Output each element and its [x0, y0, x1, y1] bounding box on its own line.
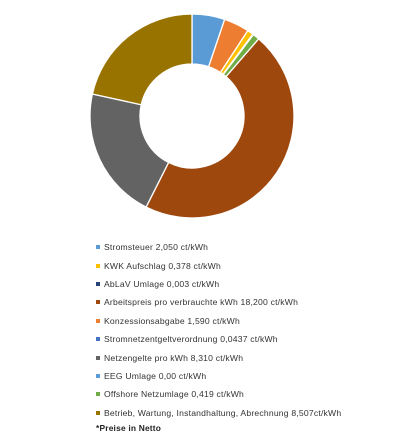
legend-label: KWK Aufschlag 0,378 ct/kWh — [104, 260, 221, 271]
legend-label: Konzessionsabgabe 1,590 ct/kWh — [104, 315, 240, 326]
legend-item: Offshore Netzumlage 0,419 ct/kWh — [96, 385, 341, 403]
legend-swatch — [96, 300, 100, 305]
legend-swatch — [96, 281, 100, 286]
legend-swatch — [96, 337, 100, 342]
legend-label: Stromsteuer 2,050 ct/kWh — [104, 242, 209, 253]
legend-item: Arbeitspreis pro verbrauchte kWh 18,200 … — [96, 293, 341, 311]
legend-swatch — [96, 318, 100, 323]
legend-label: Stromnetzentgeltverordnung 0,0437 ct/kWh — [104, 334, 278, 345]
legend-label: AbLaV Umlage 0,003 ct/kWh — [104, 278, 220, 289]
donut-chart — [89, 13, 295, 219]
legend-swatch — [96, 263, 100, 268]
legend-item: Stromnetzentgeltverordnung 0,0437 ct/kWh — [96, 330, 341, 348]
legend-label: Offshore Netzumlage 0,419 ct/kWh — [104, 389, 244, 400]
legend-label: Betrieb, Wartung, Instandhaltung, Abrech… — [104, 407, 342, 418]
legend-item: Konzessionsabgabe 1,590 ct/kWh — [96, 312, 341, 330]
legend-item: Betrieb, Wartung, Instandhaltung, Abrech… — [96, 404, 341, 422]
legend-item: Netzengelte pro kWh 8,310 ct/kWh — [96, 348, 341, 366]
legend-label: Arbeitspreis pro verbrauchte kWh 18,200 … — [104, 297, 299, 308]
legend-label: EEG Umlage 0,00 ct/kWh — [104, 370, 207, 381]
legend-swatch — [96, 245, 100, 250]
donut-slice — [89, 93, 170, 208]
chart-legend: Stromsteuer 2,050 ct/kWh KWK Aufschlag 0,… — [96, 238, 341, 422]
legend-swatch — [96, 392, 100, 397]
legend-swatch — [96, 373, 100, 378]
donut-slice — [145, 37, 295, 219]
footnote: *Preise in Netto — [96, 423, 162, 433]
donut-slice — [91, 13, 193, 106]
legend-item: Stromsteuer 2,050 ct/kWh — [96, 238, 341, 256]
legend-swatch — [96, 355, 100, 360]
legend-swatch — [96, 410, 100, 415]
legend-item: EEG Umlage 0,00 ct/kWh — [96, 367, 341, 385]
legend-item: KWK Aufschlag 0,378 ct/kWh — [96, 256, 341, 274]
legend-item: AbLaV Umlage 0,003 ct/kWh — [96, 275, 341, 293]
legend-label: Netzengelte pro kWh 8,310 ct/kWh — [104, 352, 244, 363]
